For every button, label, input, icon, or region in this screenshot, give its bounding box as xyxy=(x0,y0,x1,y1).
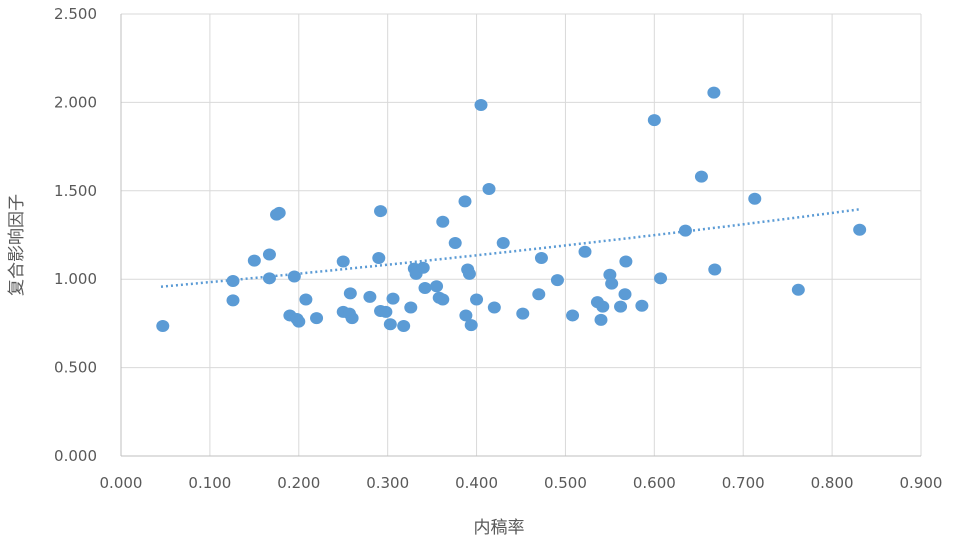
data-point xyxy=(448,236,462,249)
data-point xyxy=(694,170,708,183)
x-tick-label: 0.200 xyxy=(277,474,320,492)
data-point xyxy=(287,270,301,283)
y-tick-label: 2.000 xyxy=(54,93,97,111)
data-point xyxy=(458,195,472,208)
x-tick-label: 0.500 xyxy=(544,474,587,492)
data-point xyxy=(459,309,473,322)
data-point xyxy=(247,254,261,267)
data-point xyxy=(226,294,240,307)
x-tick-label: 0.800 xyxy=(811,474,854,492)
data-point xyxy=(436,293,450,306)
y-tick-label: 0.000 xyxy=(54,447,97,465)
data-point xyxy=(534,251,548,264)
data-point xyxy=(618,288,632,301)
data-point xyxy=(374,205,388,218)
data-point xyxy=(619,255,633,268)
data-point xyxy=(430,280,444,293)
data-point xyxy=(566,309,580,322)
data-points xyxy=(156,86,867,333)
data-point xyxy=(386,292,400,305)
data-point xyxy=(345,312,359,325)
data-point xyxy=(292,315,306,328)
data-point xyxy=(578,245,592,258)
x-tick-label: 0.600 xyxy=(633,474,676,492)
data-point xyxy=(462,267,476,280)
data-point xyxy=(482,183,496,196)
data-point xyxy=(708,263,722,276)
data-point xyxy=(343,287,357,300)
data-point xyxy=(596,300,610,313)
y-tick-label: 1.500 xyxy=(54,182,97,200)
gridlines xyxy=(121,13,922,456)
y-tick-labels: 0.000 0.500 1.000 1.500 2.000 2.500 xyxy=(54,5,97,465)
data-point xyxy=(853,223,867,236)
y-axis-title: 复合影响因子 xyxy=(7,194,27,296)
data-point xyxy=(299,293,313,306)
data-point xyxy=(272,206,286,219)
data-point xyxy=(748,192,762,205)
data-point xyxy=(372,251,386,264)
data-point xyxy=(418,282,432,295)
x-tick-label: 0.300 xyxy=(366,474,409,492)
data-point xyxy=(464,319,478,332)
data-point xyxy=(262,272,276,285)
data-point xyxy=(383,318,397,331)
x-axis-title: 内稿率 xyxy=(474,518,525,538)
y-tick-label: 0.500 xyxy=(54,359,97,377)
x-tick-label: 0.900 xyxy=(900,474,943,492)
data-point xyxy=(516,307,530,320)
data-point xyxy=(635,299,649,312)
data-point xyxy=(594,313,608,326)
data-point xyxy=(496,236,510,249)
data-point xyxy=(436,215,450,228)
data-point xyxy=(654,272,668,285)
data-point xyxy=(470,293,484,306)
data-point xyxy=(678,224,692,237)
data-point xyxy=(532,288,546,301)
data-point xyxy=(605,277,619,290)
data-point xyxy=(550,274,564,287)
trendline xyxy=(160,208,859,288)
axes xyxy=(120,14,921,457)
data-point xyxy=(336,255,350,268)
data-point xyxy=(226,274,240,287)
data-point xyxy=(156,320,170,333)
data-point xyxy=(404,301,418,314)
data-point xyxy=(791,283,805,296)
data-point xyxy=(397,320,411,333)
data-point xyxy=(262,248,276,261)
data-point xyxy=(416,261,430,274)
data-point xyxy=(474,99,488,112)
y-tick-label: 2.500 xyxy=(54,5,97,23)
data-point xyxy=(310,312,324,325)
data-point xyxy=(487,301,501,314)
data-point xyxy=(363,290,377,303)
data-point xyxy=(647,114,661,127)
x-tick-label: 0.000 xyxy=(100,474,143,492)
y-tick-label: 1.000 xyxy=(54,270,97,288)
x-tick-labels: 0.000 0.100 0.200 0.300 0.400 0.500 0.600 0.700… xyxy=(100,474,943,492)
x-tick-label: 0.100 xyxy=(188,474,231,492)
data-point xyxy=(614,300,628,313)
data-point xyxy=(707,86,721,99)
x-tick-label: 0.400 xyxy=(455,474,498,492)
x-tick-label: 0.700 xyxy=(722,474,765,492)
data-point xyxy=(379,305,393,318)
